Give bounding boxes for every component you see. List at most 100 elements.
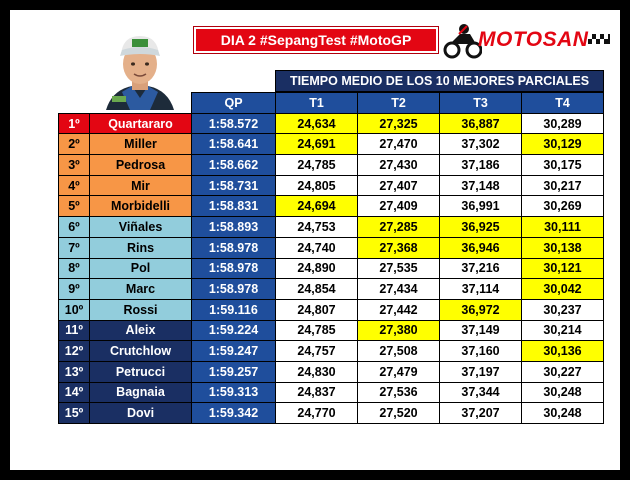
table-row: 4º Mir 1:58.731 24,805 27,407 37,148 30,217	[58, 174, 604, 197]
t3-cell: 37,197	[439, 360, 522, 383]
t4-cell: 30,042	[521, 278, 604, 300]
t2-cell: 27,470	[357, 133, 440, 156]
rider-name-cell: Marc	[89, 278, 192, 300]
t1-cell: 24,634	[275, 112, 358, 135]
header-t3: T3	[439, 92, 522, 114]
rider-name-cell: Quartararo	[89, 112, 192, 135]
position-cell: 2º	[58, 133, 90, 156]
t1-cell: 24,807	[275, 298, 358, 321]
t2-cell: 27,536	[357, 381, 440, 404]
rider-name-cell: Crutchlow	[89, 340, 192, 362]
t2-cell: 27,442	[357, 298, 440, 321]
t3-cell: 37,344	[439, 381, 522, 404]
rider-name-cell: Bagnaia	[89, 381, 192, 404]
rider-name-cell: Viñales	[89, 216, 192, 238]
t3-cell: 37,302	[439, 133, 522, 156]
position-cell: 6º	[58, 216, 90, 238]
t1-cell: 24,837	[275, 381, 358, 404]
table-row: 5º Morbidelli 1:58.831 24,694 27,409 36,991 30…	[58, 195, 604, 218]
t3-cell: 36,925	[439, 216, 522, 238]
t4-cell: 30,121	[521, 257, 604, 280]
infographic-canvas: DIA 2 #SepangTest #MotoGP MOTOSAN TIEMPO…	[10, 10, 620, 470]
rider-name-cell: Dovi	[89, 402, 192, 424]
position-cell: 3º	[58, 154, 90, 176]
t1-cell: 24,854	[275, 278, 358, 300]
position-cell: 12º	[58, 340, 90, 362]
table-body: 1º Quartararo 1:58.572 24,634 27,325 36,887 30…	[58, 112, 604, 424]
t3-cell: 37,216	[439, 257, 522, 280]
t4-cell: 30,214	[521, 319, 604, 342]
t3-cell: 37,114	[439, 278, 522, 300]
header-t4: T4	[521, 92, 604, 114]
position-cell: 14º	[58, 381, 90, 404]
t1-cell: 24,694	[275, 195, 358, 218]
table-row: 1º Quartararo 1:58.572 24,634 27,325 36,887 30…	[58, 112, 604, 135]
table-row: 13º Petrucci 1:59.257 24,830 27,479 37,197 30,…	[58, 360, 604, 383]
rider-name-cell: Pedrosa	[89, 154, 192, 176]
t1-cell: 24,890	[275, 257, 358, 280]
t4-cell: 30,289	[521, 112, 604, 135]
table-row: 14º Bagnaia 1:59.313 24,837 27,536 37,344 30,2…	[58, 381, 604, 404]
rider-photo	[92, 26, 188, 110]
rider-name-cell: Rossi	[89, 298, 192, 321]
position-cell: 8º	[58, 257, 90, 280]
t3-cell: 37,207	[439, 402, 522, 424]
qp-time-cell: 1:59.257	[191, 360, 276, 383]
t4-cell: 30,248	[521, 381, 604, 404]
header-spacer	[59, 93, 90, 114]
t4-cell: 30,227	[521, 360, 604, 383]
rider-name-cell: Mir	[89, 174, 192, 197]
t3-cell: 36,991	[439, 195, 522, 218]
title-banner: DIA 2 #SepangTest #MotoGP	[193, 26, 439, 54]
position-cell: 1º	[58, 112, 90, 135]
qp-time-cell: 1:58.978	[191, 236, 276, 259]
table-row: 3º Pedrosa 1:58.662 24,785 27,430 37,186 30,17…	[58, 154, 604, 176]
t4-cell: 30,217	[521, 174, 604, 197]
t1-cell: 24,740	[275, 236, 358, 259]
qp-time-cell: 1:59.116	[191, 298, 276, 321]
qp-time-cell: 1:59.224	[191, 319, 276, 342]
t1-cell: 24,770	[275, 402, 358, 424]
t3-cell: 37,148	[439, 174, 522, 197]
t2-cell: 27,409	[357, 195, 440, 218]
position-cell: 13º	[58, 360, 90, 383]
t2-cell: 27,285	[357, 216, 440, 238]
position-cell: 15º	[58, 402, 90, 424]
t1-cell: 24,830	[275, 360, 358, 383]
header-qp: QP	[191, 92, 276, 114]
t1-cell: 24,753	[275, 216, 358, 238]
t3-cell: 37,149	[439, 319, 522, 342]
t1-cell: 24,785	[275, 154, 358, 176]
qp-time-cell: 1:58.572	[191, 112, 276, 135]
t3-cell: 36,972	[439, 298, 522, 321]
motosan-logo: MOTOSAN	[442, 20, 612, 60]
times-table: QP T1 T2 T3 T4 1º Quartararo 1:58.572 24,63…	[58, 92, 604, 424]
t4-cell: 30,237	[521, 298, 604, 321]
rider-name-cell: Rins	[89, 236, 192, 259]
t4-cell: 30,136	[521, 340, 604, 362]
qp-time-cell: 1:58.831	[191, 195, 276, 218]
t4-cell: 30,138	[521, 236, 604, 259]
t2-cell: 27,520	[357, 402, 440, 424]
qp-time-cell: 1:58.978	[191, 257, 276, 280]
header-t1: T1	[275, 92, 358, 114]
t3-cell: 37,160	[439, 340, 522, 362]
rider-name-cell: Miller	[89, 133, 192, 156]
table-row: 15º Dovi 1:59.342 24,770 27,520 37,207 30,248	[58, 402, 604, 424]
table-row: 10º Rossi 1:59.116 24,807 27,442 36,972 30,237	[58, 298, 604, 321]
qp-time-cell: 1:58.978	[191, 278, 276, 300]
header-t2: T2	[357, 92, 440, 114]
table-row: 2º Miller 1:58.641 24,691 27,470 37,302 30,129	[58, 133, 604, 156]
t4-cell: 30,111	[521, 216, 604, 238]
qp-time-cell: 1:59.247	[191, 340, 276, 362]
t3-cell: 36,887	[439, 112, 522, 135]
t2-cell: 27,479	[357, 360, 440, 383]
t2-cell: 27,508	[357, 340, 440, 362]
table-header-row: QP T1 T2 T3 T4	[59, 92, 604, 114]
position-cell: 11º	[58, 319, 90, 342]
t3-cell: 37,186	[439, 154, 522, 176]
position-cell: 5º	[58, 195, 90, 218]
checkered-flag-icon	[588, 34, 610, 44]
logo-wordmark: MOTOSAN	[478, 28, 589, 51]
t1-cell: 24,805	[275, 174, 358, 197]
